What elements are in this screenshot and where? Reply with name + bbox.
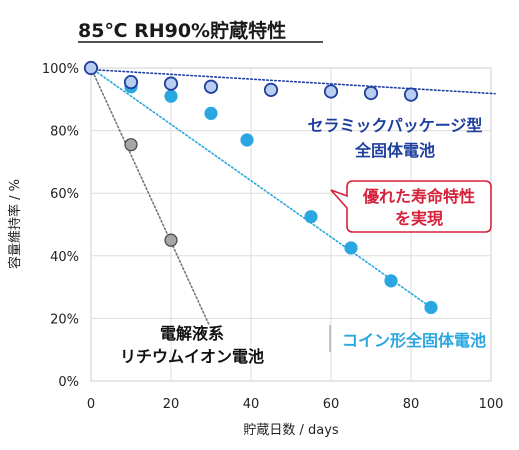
- x-tick-label: 20: [163, 397, 180, 412]
- coin-trend-line: [90, 67, 432, 309]
- coin-data-point: [240, 133, 254, 147]
- trend-lines: [90, 67, 496, 326]
- ceramic-data-point: [323, 84, 339, 99]
- x-tick-label: 100: [479, 397, 504, 412]
- grid-lines: [91, 68, 491, 381]
- coin-data-point: [164, 89, 178, 103]
- y-tick-label: 100%: [42, 62, 79, 77]
- callout-bubble: [330, 180, 492, 233]
- electrolyte-label-line1: 電解液系: [160, 324, 224, 343]
- x-tick-label: 0: [87, 397, 95, 412]
- y-tick-label: 40%: [50, 250, 79, 265]
- electrolyte-label-line2: リチウムイオン電池: [120, 347, 264, 366]
- y-tick-label: 80%: [50, 125, 79, 140]
- ceramic-data-point: [263, 82, 279, 98]
- coin-data-point: [424, 300, 438, 315]
- y-tick-label: 0%: [58, 375, 79, 390]
- ceramic-data-point: [403, 87, 419, 102]
- y-tick-labels: 0% 20% 40% 60% 80% 100%: [42, 62, 79, 390]
- ceramic-label-line2: 全固体電池: [354, 141, 435, 160]
- data-points: [83, 60, 438, 315]
- electrolyte-data-point: [124, 138, 138, 152]
- x-tick-labels: 0 20 40 60 80 100: [87, 397, 504, 412]
- coin-data-point: [304, 210, 318, 224]
- x-tick-label: 80: [403, 397, 420, 412]
- x-tick-label: 40: [243, 397, 260, 412]
- coin-data-point: [344, 241, 358, 255]
- coin-label: コイン形全固体電池: [342, 331, 486, 350]
- ceramic-data-point: [203, 79, 219, 94]
- electrolyte-data-point: [164, 233, 178, 247]
- ceramic-data-point: [83, 60, 99, 76]
- x-axis-label: 貯蔵日数 / days: [243, 423, 339, 438]
- ceramic-data-point: [123, 74, 139, 90]
- ceramic-trend-line: [90, 68, 496, 95]
- chart-title: 85℃ RH90%貯蔵特性: [78, 19, 286, 42]
- callout-line1: 優れた寿命特性: [362, 187, 475, 206]
- ceramic-data-point: [363, 85, 379, 101]
- y-tick-label: 60%: [50, 187, 79, 202]
- ceramic-data-point: [163, 76, 179, 91]
- y-axis-label: 容量維持率 / %: [7, 179, 23, 269]
- coin-data-point: [384, 274, 398, 288]
- y-tick-label: 20%: [50, 312, 79, 327]
- x-tick-label: 60: [323, 397, 340, 412]
- electrolyte-trend-line: [90, 67, 210, 326]
- ceramic-label-line1: セラミックパッケージ型: [308, 116, 483, 135]
- coin-data-point: [204, 106, 218, 120]
- callout-line2: を実現: [395, 209, 443, 228]
